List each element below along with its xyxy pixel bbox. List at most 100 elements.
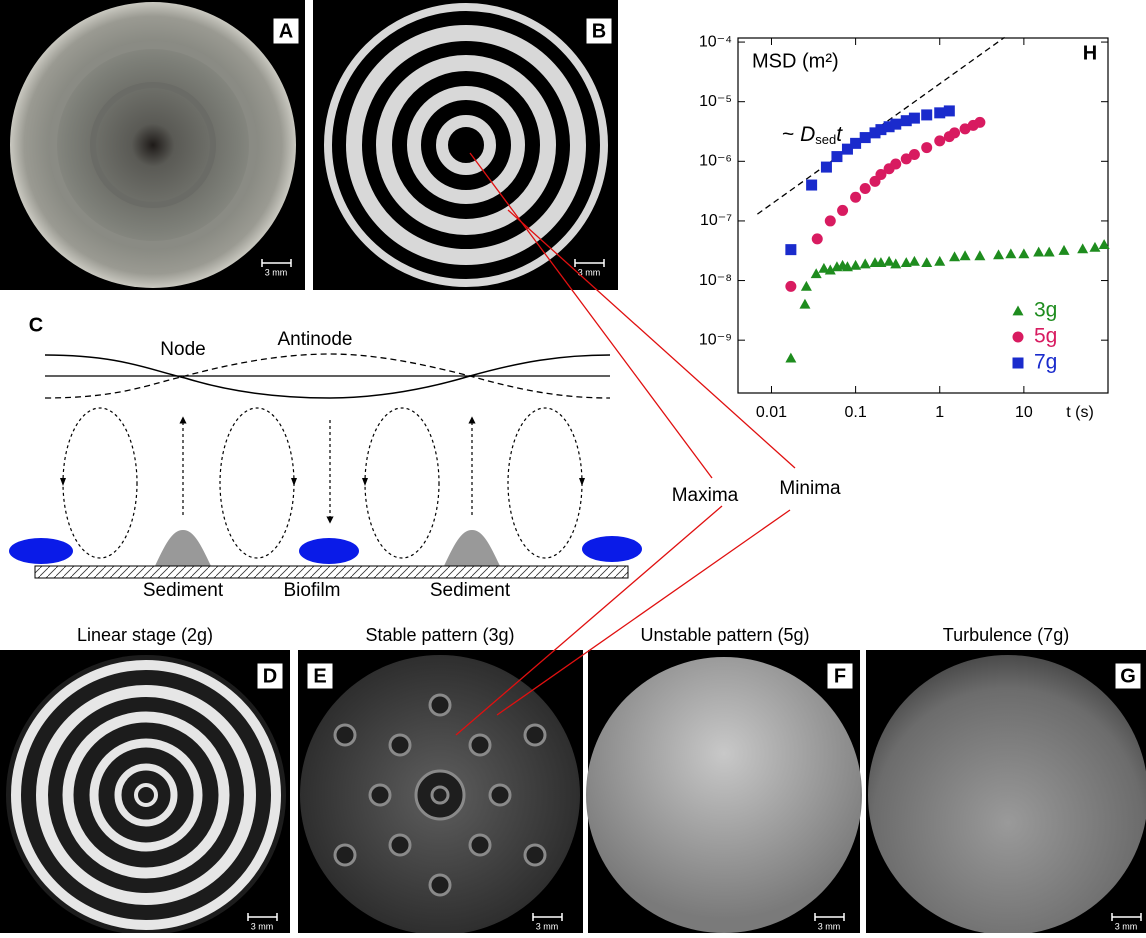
sediment-mound [155, 530, 211, 566]
panel-label: F [834, 665, 846, 687]
loop-arrowheads [60, 478, 585, 486]
scale-label: 3 mm [818, 921, 841, 931]
data-point [890, 159, 901, 170]
callouts: Maxima Minima [672, 478, 841, 506]
panel-g: Turbulence (7g) G 3 mm [866, 625, 1146, 933]
y-tick-label: 10⁻⁹ [699, 331, 732, 348]
data-point [1089, 242, 1100, 252]
data-point [785, 353, 796, 363]
stage-title: Linear stage (2g) [77, 625, 213, 645]
data-point [831, 151, 842, 162]
figure: A 3 mm B 3 mm C Node Antinode Sediment B… [0, 0, 1146, 933]
callout-label: Minima [779, 478, 841, 499]
data-point [1033, 247, 1044, 257]
panel-e: Stable pattern (3g) E 3 mm [298, 625, 583, 933]
legend-marker [1013, 332, 1024, 343]
x-tick-label: 0.1 [844, 404, 866, 421]
data-point [801, 281, 812, 291]
legend-marker [1013, 306, 1024, 316]
stage-title: Unstable pattern (5g) [640, 625, 809, 645]
sediment-mound [444, 530, 500, 566]
data-point [825, 215, 836, 226]
stage-title: Turbulence (7g) [943, 625, 1069, 645]
data-point [799, 299, 810, 309]
data-point [785, 281, 796, 292]
panel-f: Unstable pattern (5g) F 3 mm [586, 625, 862, 933]
panel-label: D [263, 665, 277, 687]
data-point [993, 249, 1004, 259]
data-point [949, 127, 960, 138]
x-axis-label: t (s) [1066, 404, 1094, 421]
data-point [806, 180, 817, 191]
data-point [974, 250, 985, 260]
data-point [837, 205, 848, 216]
legend-label: 5g [1034, 325, 1057, 348]
panel-label: H [1083, 42, 1097, 64]
data-point [934, 135, 945, 146]
legend-label: 7g [1034, 351, 1057, 374]
panel-a: A 3 mm [0, 0, 305, 290]
biofilm-blob [9, 538, 73, 564]
scale-label: 3 mm [1115, 921, 1138, 931]
data-point [850, 192, 861, 203]
scale-label: 3 mm [251, 921, 274, 931]
data-point [812, 233, 823, 244]
annotation-part: sed [815, 132, 836, 147]
y-tick-label: 10⁻⁷ [700, 212, 732, 229]
data-point [1005, 248, 1016, 258]
diagram-label: Sediment [430, 580, 511, 601]
data-point [909, 113, 920, 124]
data-point [1044, 247, 1055, 257]
diagram-label: Node [160, 339, 205, 360]
y-tick-label: 10⁻⁶ [699, 153, 732, 170]
diagram-label: Sediment [143, 580, 224, 601]
data-point [909, 256, 920, 266]
data-point [811, 268, 822, 278]
data-point [909, 149, 920, 160]
photo [586, 657, 862, 933]
diagram-label: Biofilm [283, 580, 340, 601]
scale-label: 3 mm [265, 267, 288, 277]
panel-label: E [313, 665, 326, 687]
chart: H MSD (m²) t (s) ~ Dsedt 0.01 0.1 1 10 10⁻⁹ 1… [699, 33, 1110, 421]
panel-c: C Node Antinode Sediment Biofilm Sedimen… [9, 314, 642, 601]
diagram-label: Antinode [277, 329, 352, 350]
y-tick-label: 10⁻⁵ [699, 93, 732, 110]
data-point [949, 251, 960, 261]
data-point [860, 132, 871, 143]
chart-annotation: ~ Dsedt [782, 123, 843, 148]
data-point [960, 250, 971, 260]
scale-label: 3 mm [536, 921, 559, 931]
flow-loops [63, 408, 582, 558]
y-tick-label: 10⁻⁸ [699, 272, 732, 289]
photo [868, 655, 1146, 933]
legend-marker [1013, 358, 1024, 369]
data-point [944, 105, 955, 116]
data-point [850, 260, 861, 270]
panel-b: B 3 mm [313, 0, 618, 290]
data-point [921, 257, 932, 267]
biofilm-blob [582, 536, 642, 562]
annotation-part: ~ [782, 123, 800, 146]
data-point [821, 162, 832, 173]
x-tick-label: 0.01 [756, 404, 787, 421]
biofilm-blob [299, 538, 359, 564]
x-tick-label: 10 [1015, 404, 1033, 421]
y-axis-label: MSD (m²) [752, 50, 839, 72]
panel-label: G [1120, 665, 1136, 687]
y-tick-label: 10⁻⁴ [699, 33, 732, 50]
data-point [890, 119, 901, 130]
legend-label: 3g [1034, 299, 1057, 322]
x-tick-label: 1 [935, 404, 944, 421]
data-point [934, 256, 945, 266]
data-point [974, 117, 985, 128]
data-point [921, 109, 932, 120]
panel-d: Linear stage (2g) D 3 mm [0, 625, 290, 933]
panel-label: B [592, 20, 606, 42]
data-point [860, 258, 871, 268]
data-point [1059, 245, 1070, 255]
data-point [921, 142, 932, 153]
annotation-part: t [836, 123, 843, 146]
panel-label: C [29, 314, 43, 336]
substrate [35, 566, 628, 578]
